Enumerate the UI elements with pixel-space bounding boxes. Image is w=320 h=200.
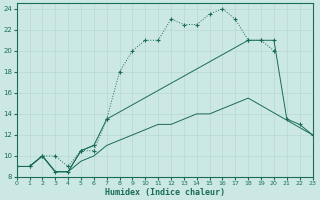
X-axis label: Humidex (Indice chaleur): Humidex (Indice chaleur) xyxy=(105,188,225,197)
